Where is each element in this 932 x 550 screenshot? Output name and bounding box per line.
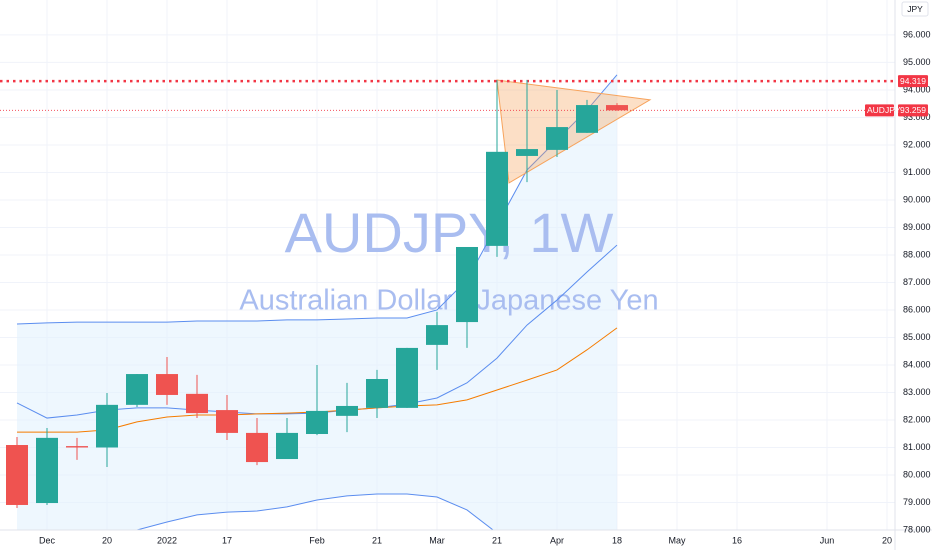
- candle-body: [36, 437, 58, 504]
- candle-body: [276, 432, 298, 460]
- y-tick-label: 95.000: [903, 57, 931, 67]
- y-tick-label: 81.000: [903, 442, 931, 452]
- candle-body: [96, 404, 118, 448]
- y-tick-label: 96.000: [903, 29, 931, 39]
- candle-body: [426, 325, 448, 345]
- y-tick-label: 79.000: [903, 497, 931, 507]
- indicator-line: [16, 74, 618, 325]
- x-tick-label: Mar: [429, 535, 445, 545]
- candle-body: [456, 246, 478, 323]
- y-tick-label: 91.000: [903, 167, 931, 177]
- y-tick-label: 80.000: [903, 469, 931, 479]
- plot-area: AUDJPY, 1W Australian Dollar / Japanese …: [0, 74, 895, 530]
- x-tick-label: 17: [222, 535, 232, 545]
- candle-body: [216, 410, 238, 433]
- symbol-label: AUDJPY: [867, 105, 901, 115]
- y-tick-label: 86.000: [903, 304, 931, 314]
- indicator-line: [136, 493, 494, 530]
- x-tick-label: 16: [732, 535, 742, 545]
- candle-body: [156, 374, 178, 395]
- price-label: 94.319: [900, 76, 926, 86]
- band-fill: [17, 74, 617, 530]
- y-tick-label: 83.000: [903, 387, 931, 397]
- y-tick-label: 92.000: [903, 139, 931, 149]
- candle-body: [546, 127, 568, 150]
- price-label-box: [898, 104, 928, 117]
- y-tick-label: 87.000: [903, 277, 931, 287]
- x-tick-label: 2022: [157, 535, 177, 545]
- candle-body: [336, 405, 358, 416]
- x-tick-label: 21: [372, 535, 382, 545]
- y-tick-label: 82.000: [903, 414, 931, 424]
- price-label: 93.259: [900, 105, 926, 115]
- y-tick-label: 94.000: [903, 84, 931, 94]
- x-tick-label: Dec: [39, 535, 56, 545]
- y-tick-label: 85.000: [903, 332, 931, 342]
- candle-body: [516, 149, 538, 156]
- watermark-subtitle: Australian Dollar / Japanese Yen: [239, 285, 658, 317]
- symbol-label-box: [865, 104, 894, 117]
- candle-body: [126, 374, 148, 405]
- candle-body: [66, 446, 88, 448]
- y-tick-label: 88.000: [903, 249, 931, 259]
- currency-label[interactable]: JPY: [907, 4, 923, 14]
- x-tick-label: May: [668, 535, 686, 545]
- y-tick-label: 84.000: [903, 359, 931, 369]
- y-tick-label: 90.000: [903, 194, 931, 204]
- candle-body: [246, 432, 268, 463]
- y-tick-label: 78.000: [903, 524, 931, 534]
- x-tick-label: 18: [612, 535, 622, 545]
- axes: 78.000 79.000 80.000 81.000 82.000 83.000 84.0…: [39, 29, 931, 545]
- candle-body: [396, 347, 418, 408]
- candle-body: [486, 151, 508, 246]
- x-tick-label: Jun: [820, 535, 835, 545]
- price-label-box: [898, 75, 928, 88]
- x-tick-label: 21: [492, 535, 502, 545]
- candle-body: [366, 379, 388, 408]
- y-tick-label: 89.000: [903, 222, 931, 232]
- candle-body: [576, 105, 598, 133]
- candle-body: [606, 105, 628, 111]
- x-tick-label: 20: [882, 535, 892, 545]
- watermark-title: AUDJPY, 1W: [285, 201, 614, 264]
- y-tick-label: 93.000: [903, 112, 931, 122]
- candle-body: [306, 410, 328, 435]
- candle-body: [186, 393, 208, 414]
- x-tick-label: 20: [102, 535, 112, 545]
- x-tick-label: Feb: [309, 535, 325, 545]
- candle-body: [6, 445, 28, 505]
- x-tick-label: Apr: [550, 535, 564, 545]
- currency-box[interactable]: [901, 1, 929, 17]
